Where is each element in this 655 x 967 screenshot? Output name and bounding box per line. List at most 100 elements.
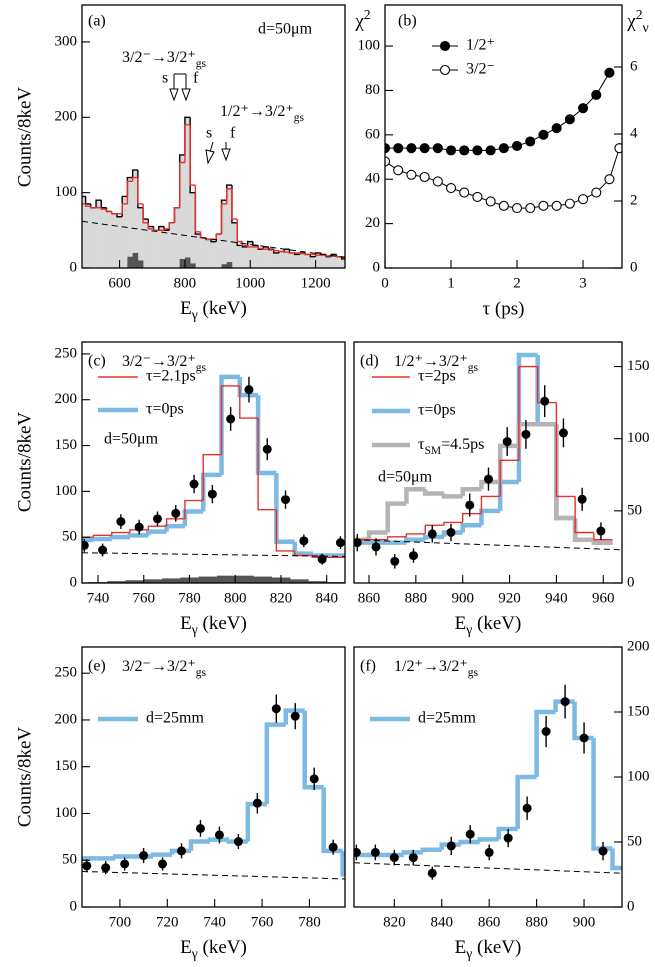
y-tick-label: 150 — [627, 358, 650, 374]
x-tick-label: 960 — [592, 590, 615, 606]
histogram-step — [95, 199, 102, 208]
histogram-bar — [235, 575, 254, 583]
data-point — [120, 859, 130, 869]
histogram-step — [572, 518, 594, 542]
x-axis-label: Eγ (keV) — [180, 937, 247, 961]
chi2-point — [604, 67, 615, 78]
histogram-step — [275, 509, 295, 552]
chi2-point — [591, 187, 602, 198]
annotation: (c) — [88, 353, 106, 370]
legend-label: 1/2⁺ — [466, 37, 495, 54]
histogram-step — [92, 534, 112, 538]
chi2-point — [445, 183, 457, 194]
histogram-step — [165, 518, 185, 527]
text-part: 3/2⁻→3/2⁺ — [122, 49, 196, 66]
histogram-bar — [111, 213, 118, 268]
histogram-step — [163, 228, 170, 231]
x-tick-label: 720 — [156, 914, 179, 930]
histogram-bar — [96, 200, 102, 268]
text-part: 3/2⁻→3/2⁺ — [122, 353, 196, 370]
histogram-step — [105, 209, 112, 213]
text-part: gs — [468, 667, 479, 679]
histogram-bar — [221, 200, 228, 268]
y-axis-label: Counts/8keV — [14, 727, 35, 828]
histogram-step — [210, 239, 217, 243]
histogram-step — [231, 188, 238, 220]
plot-area — [82, 694, 345, 880]
histogram-bar — [305, 254, 311, 268]
histogram-bar — [179, 154, 186, 268]
data-point — [389, 853, 399, 863]
x-tick-label: 820 — [383, 914, 406, 930]
y-tick-label: 80 — [365, 82, 380, 98]
histogram-bar — [247, 241, 254, 268]
annotation: (f) — [360, 658, 376, 675]
legend-label: τ=0ps — [146, 401, 184, 418]
chi2-point — [485, 196, 496, 207]
background-line — [82, 220, 345, 258]
data-point — [281, 495, 291, 505]
histogram-step — [147, 525, 167, 530]
histogram-bar — [184, 117, 191, 268]
histogram-bar — [132, 252, 139, 268]
text-part: E — [455, 937, 467, 958]
data-point — [596, 526, 606, 536]
histogram-step — [340, 850, 345, 877]
histogram-bar — [242, 246, 248, 268]
text-part: E — [180, 613, 192, 634]
histogram-bar — [315, 252, 322, 268]
data-point — [540, 396, 550, 406]
histogram-step — [142, 203, 149, 224]
histogram-bar — [125, 580, 145, 583]
y-tick-label: 0 — [70, 574, 78, 590]
histogram-step — [422, 489, 444, 496]
histogram-step — [299, 252, 306, 255]
data-point — [214, 830, 224, 840]
arrows-a — [169, 73, 231, 165]
y-tick-label: 300 — [55, 33, 78, 49]
histogram-step — [131, 176, 138, 182]
histogram-step — [610, 848, 622, 871]
x-tick-label: 800 — [224, 590, 247, 606]
data-point — [171, 508, 181, 518]
histogram-bar — [107, 581, 126, 583]
y-axis-label: Counts/8keV — [14, 412, 35, 513]
histogram-step — [257, 245, 264, 250]
chi2-point — [551, 200, 562, 211]
data-point — [98, 545, 108, 555]
histogram-bar — [122, 196, 128, 268]
y-axis-label: χ2 — [354, 7, 370, 32]
chi2-point — [445, 145, 457, 156]
histogram-step — [142, 207, 149, 220]
histogram-bar — [90, 207, 97, 268]
histogram-step — [325, 255, 332, 257]
histogram-step — [535, 354, 557, 427]
histogram-step — [100, 207, 107, 210]
background-line — [82, 552, 345, 557]
histogram-step — [267, 249, 274, 251]
background-line — [354, 539, 622, 551]
histogram-step — [202, 454, 222, 501]
text-part: γ — [191, 622, 198, 637]
chi2-point — [525, 203, 536, 214]
histogram-bar — [200, 237, 207, 268]
y-tick-label: 250 — [55, 665, 78, 681]
histogram-step — [283, 251, 290, 253]
annotation: f — [193, 70, 199, 87]
x-tick-label: 780 — [298, 914, 321, 930]
histogram-step — [255, 395, 277, 476]
data-point — [262, 444, 272, 454]
histogram-bar — [320, 254, 327, 268]
plot-frame — [81, 4, 346, 269]
histogram-step — [405, 533, 426, 537]
chi2-point — [551, 123, 562, 134]
chi2-point — [419, 143, 430, 154]
histogram-bar — [253, 576, 273, 583]
histogram-step — [283, 708, 305, 725]
chi2-point — [498, 143, 509, 154]
data-point — [503, 833, 513, 843]
histogram-bar — [132, 170, 139, 268]
histogram-bar — [148, 226, 154, 268]
annotation: (e) — [88, 658, 106, 675]
text-part: γ — [191, 946, 198, 961]
